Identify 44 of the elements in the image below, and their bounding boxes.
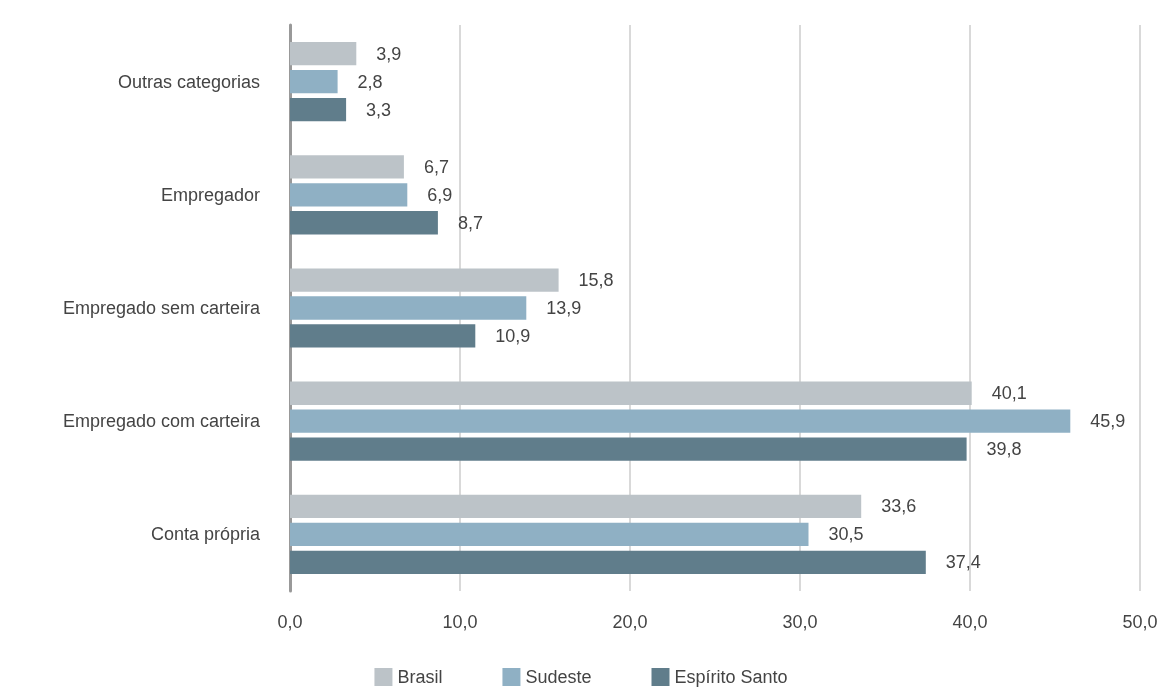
bar — [290, 41, 357, 66]
bar — [290, 211, 438, 235]
bar — [290, 183, 408, 207]
data-label: 3,9 — [376, 43, 402, 64]
data-label: 10,9 — [495, 325, 531, 346]
x-tick-label: 50,0 — [1122, 612, 1158, 632]
bar — [290, 437, 967, 461]
data-label: 6,9 — [427, 184, 453, 205]
data-label: 30,5 — [828, 524, 864, 545]
y-tick-label: Conta própria — [150, 524, 261, 545]
data-label: 45,9 — [1090, 411, 1126, 432]
data-label: 3,3 — [366, 99, 392, 120]
x-tick-label: 40,0 — [952, 612, 988, 632]
y-tick-label: Empregado com carteira — [62, 411, 261, 432]
bar — [290, 268, 559, 292]
bar — [290, 69, 338, 94]
bar — [290, 522, 809, 547]
data-label: 33,6 — [881, 496, 917, 517]
data-label: 40,1 — [991, 383, 1027, 404]
x-tick-label: 0,0 — [277, 612, 303, 632]
x-tick-label: 10,0 — [442, 612, 478, 632]
data-label: 6,7 — [423, 156, 449, 177]
data-label: 15,8 — [578, 270, 614, 291]
bar — [290, 296, 527, 320]
y-tick-label: Empregado sem carteira — [62, 298, 261, 318]
y-tick-label: Outras categorias — [117, 71, 260, 92]
bar — [290, 381, 972, 405]
legend-label: Sudeste — [525, 667, 592, 687]
bar — [290, 97, 347, 122]
data-label: 39,8 — [986, 439, 1022, 460]
bar — [290, 155, 404, 179]
data-label: 8,7 — [457, 212, 483, 233]
data-label: 13,9 — [546, 298, 582, 318]
y-tick-label: Empregador — [160, 184, 260, 205]
bar — [290, 550, 926, 575]
bar — [290, 494, 862, 519]
bar — [290, 324, 476, 348]
x-tick-label: 20,0 — [612, 612, 648, 632]
legend-label: Espírito Santo — [674, 667, 788, 687]
data-label: 37,4 — [945, 552, 981, 573]
legend-label: Brasil — [397, 667, 443, 687]
data-label: 2,8 — [357, 71, 383, 92]
bar — [290, 409, 1071, 433]
x-tick-label: 30,0 — [782, 612, 818, 632]
